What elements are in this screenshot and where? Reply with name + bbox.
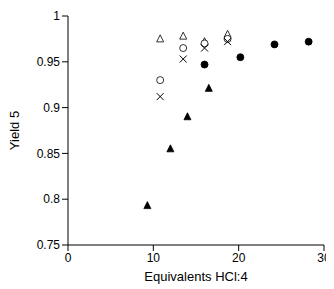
svg-text:20: 20: [232, 251, 246, 265]
svg-text:Yield 5: Yield 5: [8, 111, 22, 150]
svg-text:10: 10: [147, 251, 161, 265]
svg-text:0.75: 0.75: [37, 238, 61, 252]
svg-text:0.9: 0.9: [43, 101, 60, 115]
svg-text:Equivalents HCl:4: Equivalents HCl:4: [144, 269, 247, 284]
svg-text:0: 0: [65, 251, 72, 265]
svg-text:1: 1: [53, 9, 60, 23]
svg-text:0.95: 0.95: [37, 55, 61, 69]
svg-text:30: 30: [317, 251, 326, 265]
svg-text:0.8: 0.8: [43, 192, 60, 206]
svg-text:0.85: 0.85: [37, 147, 61, 161]
